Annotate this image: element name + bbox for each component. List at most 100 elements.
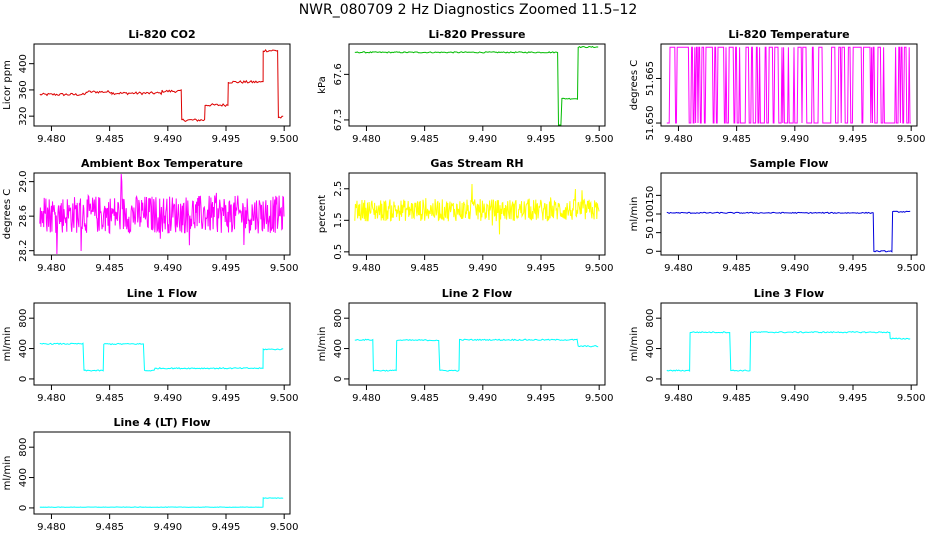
y-tick-label: 400	[645, 339, 656, 358]
y-tick-label: 400	[18, 468, 29, 487]
panel-7: Line 1 Flow 9.480 9.485 9.490 9.495 9.500 0 400…	[2, 287, 299, 404]
y-tick-label: 28.6	[18, 205, 29, 227]
x-tick-label: 9.500	[897, 134, 926, 145]
panel-title: Gas Stream RH	[430, 157, 523, 170]
panel-title: Ambient Box Temperature	[81, 157, 243, 170]
x-tick-label: 9.485	[722, 393, 751, 404]
y-axis-label: ml/min	[629, 327, 640, 362]
y-tick-label: 1.5	[333, 212, 344, 228]
y-tick-label: 0	[18, 505, 29, 511]
plot-frame	[33, 43, 291, 127]
series-line	[354, 45, 599, 126]
x-tick-label: 9.490	[468, 393, 497, 404]
series-line	[39, 497, 284, 508]
x-tick-label: 9.490	[153, 134, 182, 145]
y-axis-label: degrees C	[629, 60, 640, 110]
y-axis-label: kPa	[317, 76, 328, 94]
panel-4: Ambient Box Temperature 9.480 9.485 9.490 9.…	[2, 157, 299, 274]
x-tick-label: 9.500	[270, 522, 299, 533]
panel-title: Li-820 CO2	[128, 28, 195, 41]
y-tick-label: 100	[645, 204, 656, 223]
y-tick-label: 400	[18, 54, 29, 73]
x-tick-label: 9.495	[212, 522, 241, 533]
x-tick-label: 9.500	[270, 263, 299, 274]
x-tick-label: 9.490	[153, 263, 182, 274]
panel-6: Sample Flow 9.480 9.485 9.490 9.495 9.500 0 50 1…	[629, 157, 926, 274]
y-tick-label: 320	[18, 107, 29, 126]
x-tick-label: 9.490	[468, 134, 497, 145]
x-tick-label: 9.500	[585, 393, 614, 404]
x-tick-label: 9.485	[410, 393, 439, 404]
y-tick-label: 0	[645, 376, 656, 382]
x-tick-label: 9.485	[410, 134, 439, 145]
y-tick-label: 400	[18, 339, 29, 358]
x-tick-label: 9.490	[468, 263, 497, 274]
x-tick-label: 9.490	[153, 522, 182, 533]
y-axis-label: ml/min	[317, 327, 328, 362]
x-tick-label: 9.480	[37, 263, 66, 274]
panel-title: Sample Flow	[750, 157, 829, 170]
x-tick-label: 9.485	[95, 393, 124, 404]
x-tick-label: 9.490	[780, 393, 809, 404]
y-tick-label: 2.5	[333, 181, 344, 197]
panel-title: Line 4 (LT) Flow	[114, 416, 211, 429]
x-tick-label: 9.495	[527, 263, 556, 274]
y-axis-label: ml/min	[629, 197, 640, 232]
x-tick-label: 9.495	[839, 134, 868, 145]
y-tick-label: 0.5	[333, 244, 344, 260]
y-axis-label: ml/min	[2, 327, 13, 362]
panel-title: Li-820 Temperature	[728, 28, 849, 41]
x-tick-label: 9.480	[664, 393, 693, 404]
x-tick-label: 9.495	[527, 134, 556, 145]
plot-frame	[660, 302, 918, 386]
panel-3: Li-820 Temperature 9.480 9.485 9.490 9.495 9.…	[629, 28, 926, 145]
series-line	[666, 331, 911, 372]
series-line	[39, 49, 284, 122]
y-tick-label: 800	[18, 438, 29, 457]
x-tick-label: 9.485	[95, 263, 124, 274]
x-tick-label: 9.495	[212, 393, 241, 404]
y-tick-label: 67.6	[333, 63, 344, 85]
x-tick-label: 9.500	[585, 263, 614, 274]
x-tick-label: 9.480	[37, 393, 66, 404]
x-tick-label: 9.495	[527, 393, 556, 404]
series-line	[666, 46, 911, 124]
x-tick-label: 9.495	[839, 393, 868, 404]
x-tick-label: 9.490	[780, 263, 809, 274]
x-tick-label: 9.485	[95, 134, 124, 145]
x-tick-label: 9.480	[37, 522, 66, 533]
y-axis-label: Licor ppm	[2, 60, 13, 110]
x-tick-label: 9.495	[839, 263, 868, 274]
x-tick-label: 9.485	[95, 522, 124, 533]
x-tick-label: 9.485	[410, 263, 439, 274]
y-tick-label: 360	[18, 80, 29, 99]
x-tick-label: 9.500	[897, 393, 926, 404]
x-tick-label: 9.500	[897, 263, 926, 274]
y-tick-label: 51.650	[645, 106, 656, 141]
y-tick-label: 28.2	[18, 240, 29, 262]
y-tick-label: 51.665	[645, 61, 656, 96]
x-tick-label: 9.500	[585, 134, 614, 145]
panel-10: Line 4 (LT) Flow 9.480 9.485 9.490 9.495 9.50…	[2, 416, 299, 533]
panel-title: Line 2 Flow	[442, 287, 512, 300]
plot-frame	[348, 43, 606, 127]
y-tick-label: 67.3	[333, 109, 344, 131]
x-tick-label: 9.480	[664, 263, 693, 274]
series-line	[666, 210, 911, 253]
x-tick-label: 9.500	[270, 134, 299, 145]
x-tick-label: 9.480	[352, 263, 381, 274]
y-axis-label: ml/min	[2, 456, 13, 491]
x-tick-label: 9.495	[212, 263, 241, 274]
panel-2: Li-820 Pressure 9.480 9.485 9.490 9.495 9.500…	[317, 28, 614, 145]
y-tick-label: 0	[18, 376, 29, 382]
x-tick-label: 9.495	[212, 134, 241, 145]
y-tick-label: 150	[645, 186, 656, 205]
y-tick-label: 0	[333, 376, 344, 382]
x-tick-label: 9.500	[270, 393, 299, 404]
panel-8: Line 2 Flow 9.480 9.485 9.490 9.495 9.500 0 400…	[317, 287, 614, 404]
x-tick-label: 9.480	[352, 134, 381, 145]
x-tick-label: 9.490	[780, 134, 809, 145]
y-axis-label: degrees C	[2, 189, 13, 239]
plot-frame	[660, 172, 918, 256]
